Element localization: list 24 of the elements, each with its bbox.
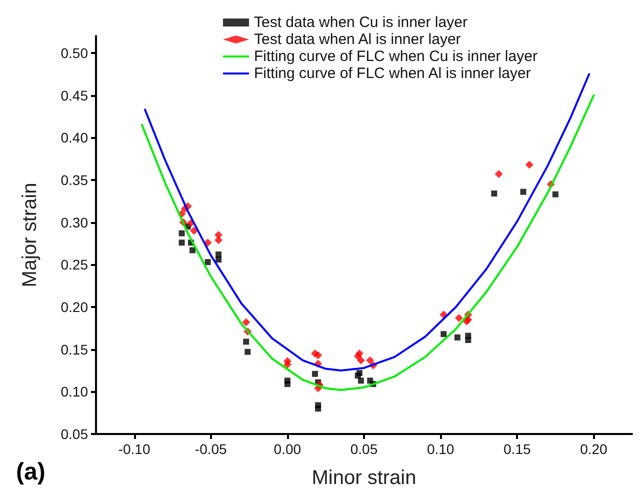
x-axis-title: Minor strain — [312, 467, 416, 489]
y-tick-label: 0.40 — [60, 130, 88, 146]
x-tick-label: -0.05 — [194, 441, 228, 457]
x-tick-label: 0.15 — [504, 441, 531, 457]
y-tick-label: 0.50 — [60, 44, 88, 61]
y-tick-label: 0.20 — [60, 298, 88, 315]
x-tick-label: 0.20 — [580, 441, 608, 457]
y-tick-label: 0.10 — [60, 384, 88, 400]
legend-label: Test data when Al is inner layer — [254, 31, 461, 48]
y-tick-label: 0.15 — [60, 341, 88, 358]
y-tick-label: 0.30 — [60, 214, 88, 230]
x-tick-label: 0.10 — [426, 441, 454, 457]
x-tick-label: -0.10 — [118, 441, 150, 457]
legend-label: Fitting curve of FLC when Al is inner layer — [254, 65, 531, 82]
y-tick-label: 0.05 — [60, 426, 88, 442]
legend-label: Test data when Cu is inner layer — [254, 14, 468, 31]
text: (a) — [16, 458, 46, 486]
y-axis-title: Major strain — [19, 182, 41, 288]
y-tick-label: 0.45 — [60, 87, 88, 104]
x-tick-label: 0.00 — [274, 441, 302, 457]
y-tick-label: 0.25 — [60, 256, 88, 273]
x-tick-label: 0.05 — [350, 441, 378, 457]
legend-label: Fitting curve of FLC when Cu is inner layer — [254, 48, 538, 65]
y-tick-label: 0.35 — [60, 172, 88, 188]
